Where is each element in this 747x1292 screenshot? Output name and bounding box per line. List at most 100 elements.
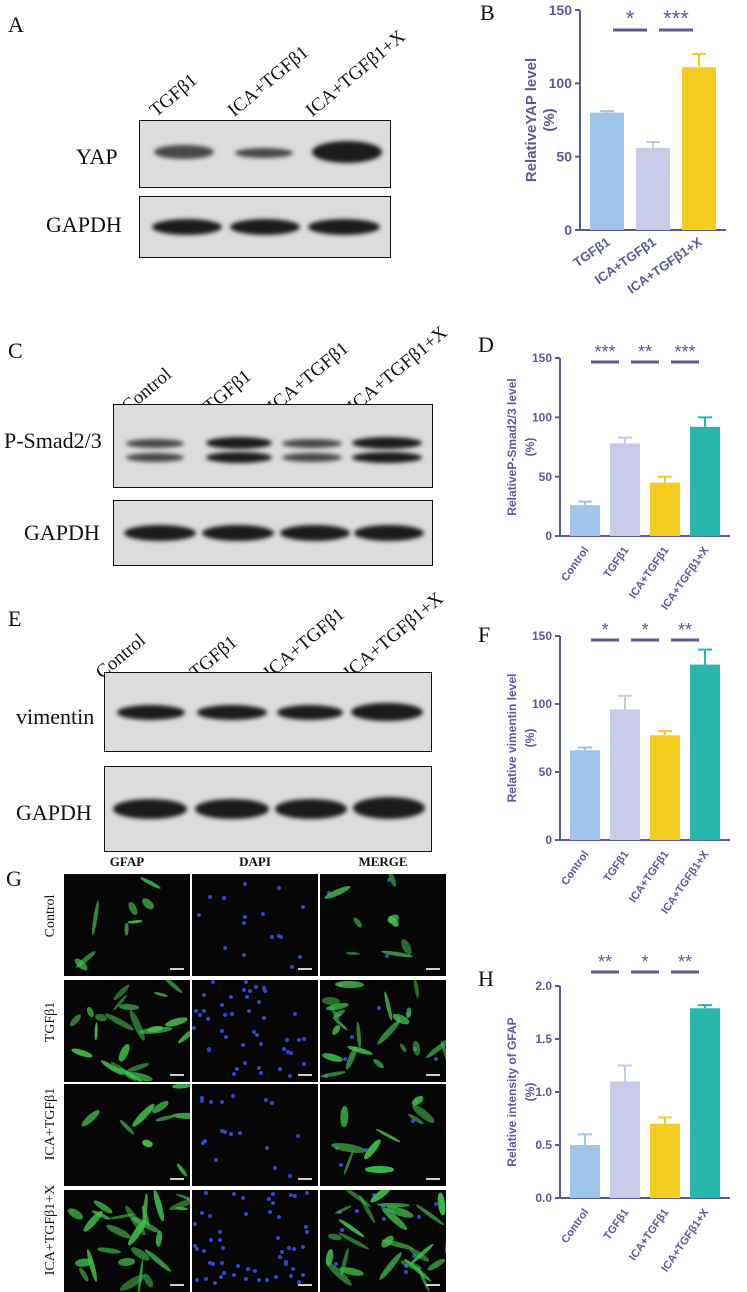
cell (119, 1002, 140, 1010)
nucleus (209, 1237, 214, 1242)
cell (444, 1218, 446, 1254)
scale-bar (298, 1178, 312, 1180)
nucleus (230, 1093, 235, 1098)
significance-stars: *** (663, 6, 689, 31)
y-axis-label: RelativeYAP level (523, 58, 540, 182)
nucleus (197, 912, 202, 917)
cell (372, 1057, 386, 1071)
cell (141, 1138, 155, 1149)
nucleus (200, 1210, 205, 1215)
nucleus (243, 882, 248, 887)
cell (90, 900, 100, 936)
nucleus (220, 1129, 225, 1134)
nucleus (303, 1224, 308, 1229)
nucleus (218, 1275, 223, 1280)
nucleus (203, 1276, 208, 1281)
nucleus (220, 1002, 225, 1007)
nucleus (219, 1099, 224, 1104)
nucleus (287, 1073, 292, 1078)
bar (570, 750, 600, 840)
blot-label-yap: YAP (76, 144, 118, 169)
blot-band (154, 145, 214, 159)
bar (610, 709, 640, 840)
nucleus (411, 1254, 416, 1259)
y-axis-label: Relative vimentin level (505, 674, 519, 803)
column-header: GFAP (109, 854, 145, 869)
nucleus (305, 1230, 310, 1235)
nucleus (288, 1192, 293, 1197)
nucleus (244, 1277, 249, 1282)
nucleus (411, 1118, 416, 1123)
blot-band (195, 799, 269, 819)
nucleus (200, 1140, 205, 1145)
nucleus (300, 904, 305, 909)
nucleus (252, 1029, 257, 1034)
cell (127, 900, 140, 917)
cell (85, 1005, 96, 1018)
nucleus (257, 1277, 262, 1282)
nucleus (273, 1165, 278, 1170)
nucleus (238, 1131, 242, 1136)
nucleus (200, 1099, 205, 1104)
y-tick-label: 100 (549, 75, 573, 91)
cell (127, 919, 143, 924)
cell (333, 1204, 352, 1215)
y-axis-label: Relative intensity of GFAP (505, 1017, 519, 1166)
fluorescence-image (64, 1190, 190, 1292)
nucleus (203, 1191, 208, 1196)
category-label: TGFβ1 (602, 545, 632, 580)
nucleus (385, 954, 390, 959)
nucleus (201, 993, 206, 998)
nucleus (382, 1216, 387, 1221)
bar (650, 735, 680, 840)
psmad-blot (113, 404, 433, 488)
bar (570, 1145, 600, 1198)
cell (130, 1101, 157, 1129)
nucleus (301, 1062, 306, 1067)
cell (172, 1084, 190, 1090)
nucleus (277, 1214, 282, 1219)
blot-band (280, 525, 350, 541)
gapdh-blot-e (104, 766, 432, 852)
blot-band (124, 525, 196, 541)
significance-stars: ** (638, 342, 652, 362)
cell (352, 916, 364, 929)
nucleus (434, 1057, 439, 1062)
y-tick-label: 0.5 (535, 1138, 552, 1152)
nucleus (207, 1214, 212, 1219)
nucleus (259, 1070, 264, 1075)
nucleus (271, 1192, 276, 1196)
lane-label: ICA+TGFβ1 (223, 41, 313, 122)
nucleus (286, 1049, 291, 1054)
nucleus (211, 1262, 216, 1267)
nucleus (339, 1162, 344, 1167)
nucleus (387, 878, 392, 883)
y-tick-label: 2.0 (535, 979, 552, 993)
bar (610, 443, 640, 536)
panel-letter: H (478, 966, 494, 991)
nucleus (206, 1016, 211, 1021)
nucleus (194, 1009, 199, 1014)
cell (412, 980, 421, 999)
cell (342, 1148, 356, 1176)
cell (117, 1257, 136, 1267)
nucleus (339, 1228, 344, 1233)
cell (94, 1022, 98, 1041)
nucleus (276, 886, 281, 891)
nucleus (197, 1013, 202, 1018)
nucleus (288, 1050, 293, 1055)
significance-stars: ** (598, 952, 612, 972)
blot-band (308, 219, 380, 235)
nucleus (242, 988, 247, 993)
nucleus (223, 1035, 228, 1040)
nucleus (269, 934, 274, 939)
nucleus (243, 915, 248, 920)
cell (320, 1069, 347, 1079)
significance-stars: ** (678, 952, 692, 972)
cell (346, 951, 361, 956)
blot-band (352, 437, 422, 449)
nucleus (293, 1194, 298, 1199)
nucleus (256, 1000, 261, 1005)
y-tick-label: 150 (549, 2, 573, 18)
significance-stars: * (641, 620, 648, 640)
